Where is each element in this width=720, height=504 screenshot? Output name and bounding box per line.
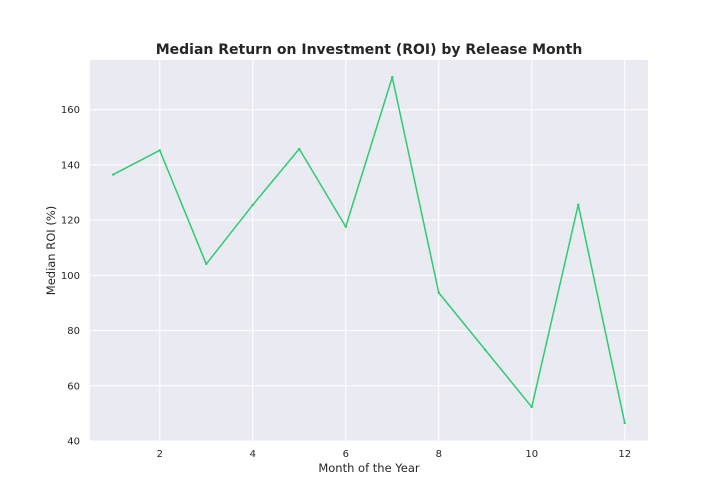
data-point xyxy=(251,203,254,207)
x-tick-label: 6 xyxy=(343,449,349,460)
y-tick-label: 80 xyxy=(67,326,80,337)
y-tick-label: 120 xyxy=(61,216,80,227)
data-point xyxy=(437,291,440,294)
x-tick-label: 2 xyxy=(157,449,163,460)
x-axis-ticks: 2 4 6 8 10 12 xyxy=(157,449,632,460)
x-tick-label: 12 xyxy=(618,449,631,460)
y-tick-label: 100 xyxy=(61,271,80,282)
x-axis-label: Month of the Year xyxy=(318,461,420,475)
data-point xyxy=(158,149,161,152)
y-tick-label: 160 xyxy=(61,105,80,116)
data-point xyxy=(298,147,301,151)
y-tick-label: 60 xyxy=(67,381,80,392)
chart-title: Median Return on Investment (ROI) by Rel… xyxy=(156,42,583,58)
x-tick-label: 10 xyxy=(525,449,538,460)
data-point xyxy=(391,75,394,79)
data-point xyxy=(344,225,347,228)
y-tick-label: 140 xyxy=(61,160,80,171)
x-tick-label: 4 xyxy=(250,449,256,460)
y-axis-ticks: 40 60 80 100 120 140 160 xyxy=(61,105,80,447)
data-point xyxy=(530,405,533,409)
data-point xyxy=(205,262,208,266)
y-tick-label: 40 xyxy=(67,437,80,448)
series-layer xyxy=(112,75,626,425)
data-point xyxy=(112,173,115,176)
data-point xyxy=(484,348,487,352)
gridlines xyxy=(90,60,648,442)
x-tick-label: 8 xyxy=(436,449,442,460)
data-point xyxy=(623,421,626,425)
y-axis-label: Median ROI (%) xyxy=(44,206,58,295)
plot-area xyxy=(90,60,648,441)
data-point xyxy=(577,203,580,206)
series-line xyxy=(112,76,626,424)
